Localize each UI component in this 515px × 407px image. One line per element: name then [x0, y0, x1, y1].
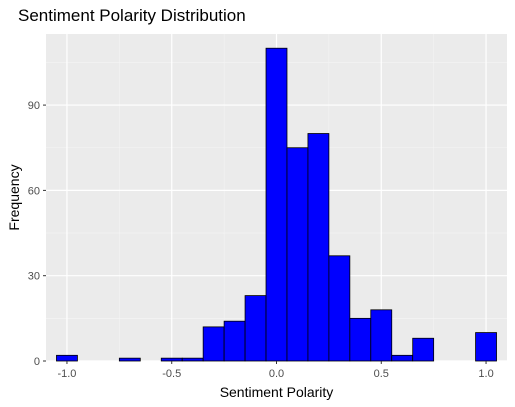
histogram-bar	[160, 357, 183, 362]
histogram-bar	[328, 255, 351, 362]
histogram-bar	[202, 326, 225, 362]
y-tick-label: 60	[28, 185, 40, 197]
histogram-bar	[307, 133, 330, 362]
histogram-bar	[244, 295, 267, 362]
histogram-bar	[56, 354, 78, 362]
histogram-bar	[475, 332, 497, 362]
histogram-bar	[412, 337, 435, 362]
histogram-bar	[118, 357, 141, 362]
x-tick-label: -1.0	[57, 368, 76, 380]
histogram-bar	[349, 317, 372, 362]
histogram-bar	[370, 309, 393, 362]
histogram-bars	[56, 47, 497, 362]
histogram-bar	[265, 47, 288, 362]
x-axis-ticks: -1.0 -0.5 0.0 0.5 1.0	[57, 361, 494, 380]
histogram-bar	[391, 354, 414, 362]
chart-title: Sentiment Polarity Distribution	[18, 6, 246, 25]
x-tick-label: 1.0	[478, 368, 493, 380]
y-tick-label: 0	[34, 356, 40, 368]
y-axis-ticks: 0 30 60 90	[28, 100, 46, 368]
x-tick-label: 0.0	[269, 368, 284, 380]
histogram-bar	[181, 357, 204, 362]
y-axis-title: Frequency	[6, 164, 22, 230]
histogram-bar	[286, 147, 309, 362]
x-tick-label: -0.5	[162, 368, 181, 380]
x-tick-label: 0.5	[374, 368, 389, 380]
histogram-bar	[223, 320, 246, 362]
y-tick-label: 30	[28, 271, 40, 283]
y-tick-label: 90	[28, 100, 40, 112]
x-axis-title: Sentiment Polarity	[220, 384, 334, 400]
